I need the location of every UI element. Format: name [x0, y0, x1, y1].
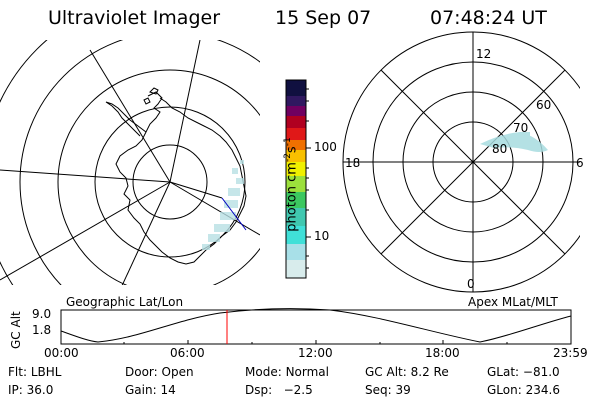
altitude-ytick-9: 9.0 — [32, 307, 52, 321]
altitude-xtick: 00:00 — [44, 346, 79, 360]
geo-blue-line — [221, 197, 247, 231]
colorbar-swatch — [286, 106, 306, 116]
aurora-apex — [480, 132, 548, 152]
footer-mode: Mode: Normal — [245, 365, 329, 379]
colorbar-unit-sup1: -2 — [283, 153, 293, 163]
mlat-label-70: 70 — [513, 121, 529, 135]
colorbar-unit-label: photon cm-2s-1 — [271, 137, 300, 240]
altitude-ytick-1.8: 1.8 — [32, 323, 52, 337]
footer-glon: GLon: 234.6 — [487, 383, 560, 397]
geo-lat-circle — [94, 106, 246, 258]
geo-meridian — [0, 181, 171, 281]
colorbar-unit-mid: s — [284, 146, 300, 154]
mlt-label-12: 12 — [476, 47, 492, 61]
island — [143, 97, 151, 105]
altitude-plot — [60, 308, 572, 345]
app-title: Ultraviolet Imager — [48, 7, 221, 29]
colorbar-swatch — [286, 226, 306, 244]
colorbar-swatch — [286, 244, 306, 260]
mlt-label-18: 18 — [345, 156, 361, 170]
right-map-caption: Apex MLat/MLT — [468, 295, 558, 309]
footer-seq: Seq: 39 — [365, 383, 411, 397]
footer-gain: Gain: 14 — [125, 383, 176, 397]
altitude-xtick: 23:59 — [553, 346, 588, 360]
colorbar-swatch — [286, 140, 306, 150]
colorbar-unit-sup2: -1 — [283, 137, 293, 147]
aurora-geo — [202, 160, 244, 250]
geo-lat-circle — [19, 40, 260, 285]
colorbar-swatch — [286, 208, 306, 226]
geo-meridian — [169, 181, 260, 236]
footer-ip: IP: 36.0 — [8, 383, 54, 397]
altitude-xtick: 06:00 — [170, 346, 205, 360]
antarctica-coastline — [115, 91, 247, 265]
mlat-label-60: 60 — [536, 98, 552, 112]
colorbar-swatch — [286, 96, 306, 106]
geo-meridian — [121, 181, 171, 285]
geo-lat-circle — [57, 69, 260, 285]
date-label: 15 Sep 07 — [275, 7, 372, 29]
geo-meridian — [89, 49, 171, 183]
geo-meridian — [0, 169, 171, 183]
antarctic-peninsula — [105, 101, 147, 137]
colorbar — [285, 79, 311, 279]
altitude-ylabel: GC Alt — [9, 311, 23, 349]
colorbar-swatch — [286, 116, 306, 128]
apex-polar-plot — [342, 31, 600, 293]
colorbar-swatch — [286, 162, 306, 176]
colorbar-swatch — [286, 192, 306, 208]
geo-lat-circle — [132, 144, 208, 220]
colorbar-swatch — [286, 80, 306, 96]
colorbar-swatch — [286, 150, 306, 162]
geographic-map — [0, 40, 260, 285]
island — [149, 87, 159, 95]
altitude-xtick: 18:00 — [425, 346, 460, 360]
right-edge-mask — [580, 30, 600, 292]
altitude-xtick: 12:00 — [298, 346, 333, 360]
time-label: 07:48:24 UT — [430, 7, 547, 29]
colorbar-tick-10: 10 — [314, 229, 330, 243]
footer-gc-alt: GC Alt: 8.2 Re — [365, 365, 449, 379]
left-map-caption: Geographic Lat/Lon — [66, 295, 184, 309]
colorbar-swatch — [286, 260, 306, 278]
geo-midnight-line — [169, 181, 223, 199]
mlt-label-0: 0 — [467, 277, 475, 291]
footer-door: Door: Open — [125, 365, 194, 379]
colorbar-unit-base: photon cm — [284, 162, 300, 232]
colorbar-swatch — [286, 128, 306, 140]
colorbar-frame — [285, 79, 307, 279]
mlt-label-6: 6 — [576, 156, 584, 170]
altitude-curve — [60, 308, 572, 343]
geo-meridian — [169, 40, 201, 183]
colorbar-tick-100: 100 — [314, 140, 337, 154]
mlat-label-80: 80 — [492, 142, 508, 156]
footer-glat: GLat: −81.0 — [487, 365, 560, 379]
mlt-spoke — [380, 69, 566, 255]
colorbar-swatch — [286, 176, 306, 192]
footer-dsp: Dsp: −2.5 — [245, 383, 313, 397]
footer-flt: Flt: LBHL — [8, 365, 62, 379]
